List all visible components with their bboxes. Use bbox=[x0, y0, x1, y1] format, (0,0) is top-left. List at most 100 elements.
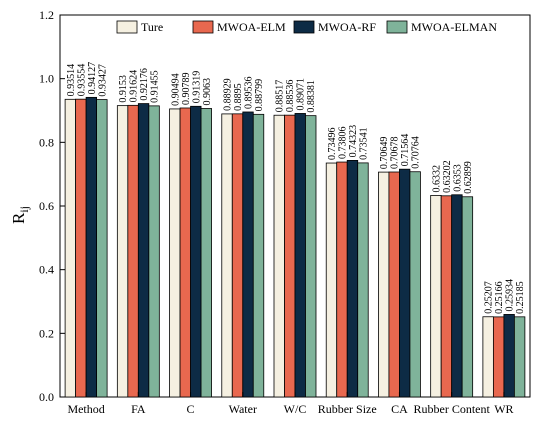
x-tick-label: Rubber Size bbox=[318, 402, 377, 416]
data-label: 0.70649 bbox=[379, 137, 390, 170]
data-label: 0.62899 bbox=[463, 161, 474, 194]
bar-mwoa-elman-1 bbox=[148, 105, 160, 398]
legend-swatch bbox=[293, 20, 315, 34]
x-axis: Method FA C Water W/C Rubber Size CA Rubber Con… bbox=[67, 392, 514, 416]
y-tick-label: 0.0 bbox=[39, 390, 54, 404]
x-tick-label: W/C bbox=[284, 402, 307, 416]
data-label: 0.8895 bbox=[233, 83, 244, 111]
bar-mwoa-rf-5 bbox=[346, 160, 359, 398]
bar-ture-2 bbox=[169, 108, 181, 398]
legend-label: MWOA-RF bbox=[318, 20, 376, 34]
y-tick-label: 0.8 bbox=[39, 135, 54, 149]
bar-mwoa-elm-8 bbox=[492, 316, 505, 398]
data-label: 0.88517 bbox=[275, 80, 286, 113]
y-tick-label: 1.0 bbox=[39, 72, 54, 86]
data-label: 0.73496 bbox=[327, 128, 338, 161]
data-label: 0.91624 bbox=[129, 70, 140, 103]
bar-mwoa-rf-0 bbox=[85, 96, 98, 398]
legend: Ture MWOA-ELM MWOA-RF MWOA-ELMAN bbox=[116, 20, 497, 34]
data-label: 0.25185 bbox=[515, 281, 526, 314]
bar-mwoa-rf-3 bbox=[242, 111, 254, 398]
bar-ture-8 bbox=[482, 316, 494, 398]
data-label: 0.63202 bbox=[442, 160, 453, 193]
data-label: 0.89536 bbox=[244, 76, 255, 109]
bar-ture-0 bbox=[64, 98, 77, 398]
bar-mwoa-rf-1 bbox=[137, 103, 150, 398]
bar-mwoa-elm-1 bbox=[127, 104, 139, 398]
data-label: 0.89071 bbox=[296, 78, 307, 111]
bar-mwoa-elm-6 bbox=[388, 171, 400, 398]
data-label: 0.73806 bbox=[337, 127, 348, 160]
legend-swatch bbox=[386, 20, 408, 34]
y-axis-title-main: R bbox=[9, 212, 28, 224]
x-tick-label: C bbox=[187, 402, 195, 416]
data-label: 0.74323 bbox=[348, 125, 359, 158]
data-label: 0.88381 bbox=[306, 80, 317, 113]
bar-mwoa-elm-0 bbox=[75, 98, 87, 398]
data-label: 0.9063 bbox=[202, 78, 213, 106]
bar-mwoa-elman-7 bbox=[461, 196, 474, 398]
bar-ture-7 bbox=[430, 195, 442, 398]
y-axis: 0.0 0.2 0.4 0.6 0.8 1.0 1.2 bbox=[39, 8, 65, 404]
bar-ture-3 bbox=[221, 113, 233, 398]
x-tick-label: WR bbox=[494, 402, 513, 416]
bar-mwoa-elman-3 bbox=[252, 113, 265, 398]
bar-mwoa-elm-5 bbox=[336, 161, 348, 398]
bar-mwoa-rf-6 bbox=[399, 168, 411, 398]
data-label: 0.6353 bbox=[452, 164, 463, 192]
bar-ture-4 bbox=[273, 114, 285, 398]
bar-mwoa-elm-3 bbox=[231, 113, 244, 398]
data-label: 0.93554 bbox=[76, 64, 87, 97]
x-tick-label: FA bbox=[131, 402, 146, 416]
data-label: 0.93427 bbox=[97, 64, 108, 97]
bar-mwoa-elman-6 bbox=[409, 171, 421, 398]
data-label: 0.88536 bbox=[285, 80, 296, 113]
x-tick-label: Method bbox=[67, 402, 104, 416]
data-label: 0.92176 bbox=[139, 68, 150, 101]
data-label: 0.6332 bbox=[431, 165, 442, 193]
data-label: 0.9153 bbox=[118, 75, 129, 103]
x-tick-label: Water bbox=[229, 402, 257, 416]
bar-mwoa-elman-2 bbox=[200, 108, 212, 398]
y-tick-label: 0.4 bbox=[39, 263, 54, 277]
bar-ture-1 bbox=[116, 105, 129, 398]
data-label: 0.70764 bbox=[411, 136, 422, 169]
data-label: 0.70678 bbox=[390, 137, 401, 170]
bar-mwoa-elman-4 bbox=[305, 115, 317, 398]
data-label: 0.71564 bbox=[400, 134, 411, 167]
y-tick-label: 0.6 bbox=[39, 199, 54, 213]
y-axis-title-sub: ij bbox=[17, 206, 31, 213]
bar-mwoa-rf-8 bbox=[503, 314, 515, 398]
data-label: 0.73541 bbox=[358, 127, 369, 160]
data-label: 0.88799 bbox=[254, 79, 265, 112]
data-label: 0.90494 bbox=[170, 73, 181, 106]
data-label: 0.93514 bbox=[66, 64, 77, 97]
legend-swatch bbox=[116, 20, 138, 34]
data-label: 0.25166 bbox=[494, 281, 505, 314]
data-label: 0.91455 bbox=[150, 70, 161, 103]
data-label: 0.90789 bbox=[181, 72, 192, 105]
bar-mwoa-elman-5 bbox=[357, 162, 369, 398]
value-labels-group: 0.93514 0.93554 0.94127 0.93427 0.9153 0.9162… bbox=[66, 62, 526, 314]
data-label: 0.91319 bbox=[191, 71, 202, 104]
legend-label: MWOA-ELMAN bbox=[411, 20, 497, 34]
x-tick-label: Rubber Content bbox=[414, 402, 491, 416]
bar-ture-5 bbox=[325, 162, 338, 398]
bar-mwoa-rf-4 bbox=[294, 113, 306, 398]
bar-mwoa-elm-7 bbox=[440, 195, 453, 398]
legend-label: MWOA-ELM bbox=[217, 20, 286, 34]
bars-group bbox=[64, 96, 526, 398]
bar-mwoa-elman-0 bbox=[96, 99, 108, 398]
bar-mwoa-elm-4 bbox=[284, 114, 296, 398]
data-label: 0.94127 bbox=[87, 62, 98, 95]
bar-mwoa-rf-2 bbox=[190, 105, 202, 398]
data-label: 0.88929 bbox=[223, 78, 234, 111]
legend-swatch bbox=[192, 20, 214, 34]
y-tick-label: 0.2 bbox=[39, 326, 54, 340]
bar-mwoa-elm-2 bbox=[179, 107, 191, 398]
bar-mwoa-elman-8 bbox=[513, 316, 526, 398]
legend-label: Ture bbox=[141, 20, 163, 34]
y-tick-label: 1.2 bbox=[39, 8, 54, 22]
data-label: 0.25207 bbox=[484, 281, 495, 314]
